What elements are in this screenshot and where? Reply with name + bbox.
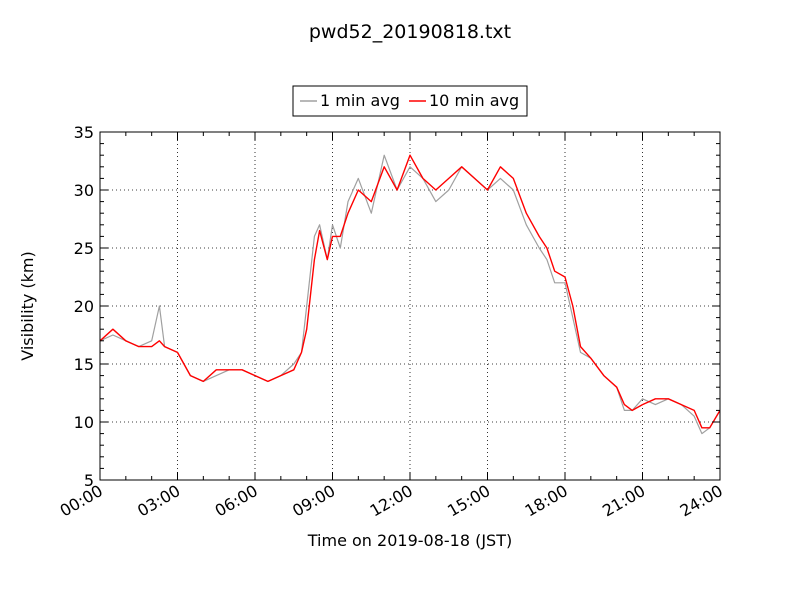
legend-label-1min: 1 min avg [320,91,400,110]
chart-title: pwd52_20190818.txt [309,21,511,43]
legend: 1 min avg 10 min avg [292,85,528,117]
series-1min-avg [100,154,720,435]
y-tick-label: 25 [74,239,94,258]
y-tick-label: 20 [74,297,94,316]
grid [100,132,720,480]
y-axis-label: Visibility (km) [18,251,37,360]
series-layer [100,154,720,435]
x-axis-label: Time on 2019-08-18 (JST) [307,531,512,550]
y-tick-label: 10 [74,413,94,432]
y-tick-label: 5 [84,471,94,490]
legend-label-10min: 10 min avg [429,91,519,110]
series-10min-avg [100,154,720,429]
y-tick-label: 15 [74,355,94,374]
y-tick-label: 35 [74,123,94,142]
y-tick-label: 30 [74,181,94,200]
